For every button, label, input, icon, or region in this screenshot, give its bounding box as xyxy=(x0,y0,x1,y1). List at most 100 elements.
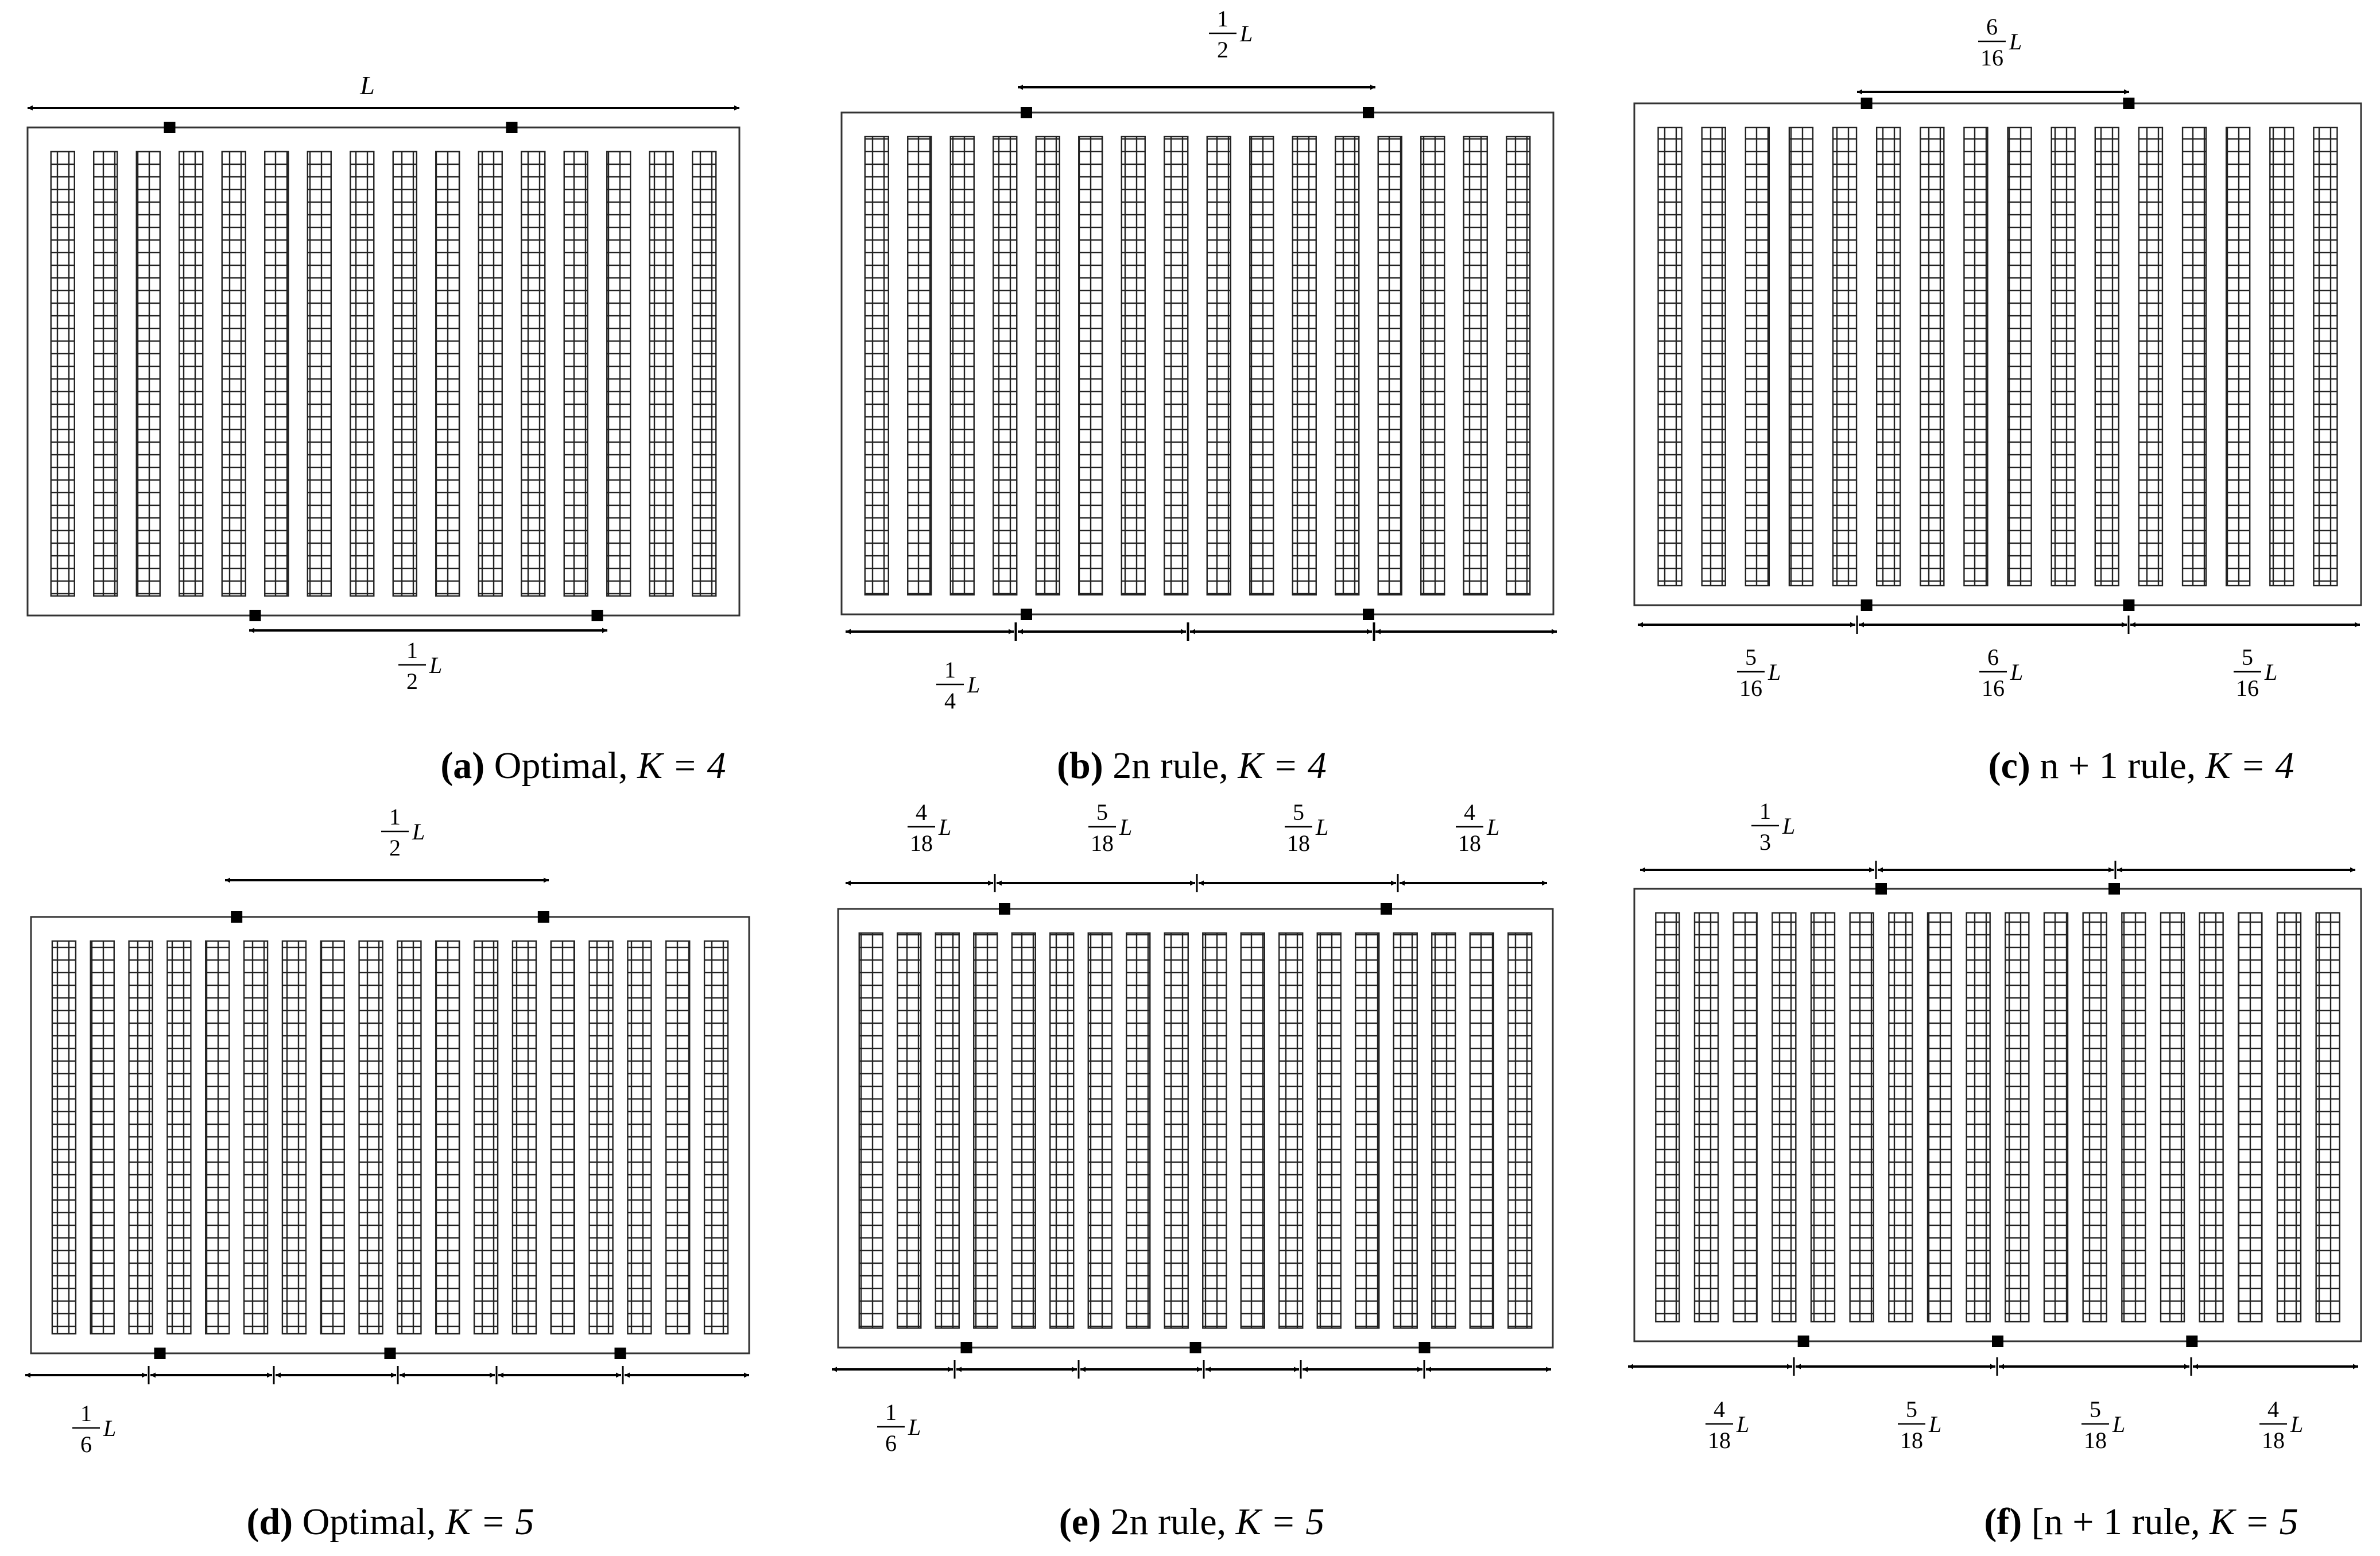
storage-rack xyxy=(2238,912,2263,1323)
depot-marker xyxy=(2123,599,2135,611)
storage-rack xyxy=(350,150,375,597)
storage-rack xyxy=(1788,126,1814,587)
fraction-numerator: 4 xyxy=(1714,1396,1725,1422)
depot-marker xyxy=(1381,903,1392,915)
fraction-numerator: 1 xyxy=(1217,6,1228,32)
depot-marker xyxy=(614,1348,626,1359)
length-symbol: L xyxy=(2264,659,2277,685)
storage-rack xyxy=(2269,126,2294,587)
length-symbol: L xyxy=(1928,1411,1941,1437)
fraction-numerator: 1 xyxy=(389,804,401,830)
caption-letter: (f) xyxy=(1984,1501,2022,1543)
storage-rack xyxy=(2094,126,2120,587)
storage-rack xyxy=(627,940,652,1335)
length-symbol: L xyxy=(938,814,951,840)
storage-rack xyxy=(1966,912,1991,1323)
fraction-numerator: 5 xyxy=(1096,799,1108,825)
fraction-label: 5 18L xyxy=(1088,799,1132,856)
storage-rack xyxy=(93,150,118,597)
caption-text: 2n rule, xyxy=(1103,745,1238,787)
fraction-label: 1 2L xyxy=(1209,6,1253,63)
length-symbol: L xyxy=(1486,814,1499,840)
fraction-label: 5 18L xyxy=(1898,1396,1941,1453)
storage-rack xyxy=(307,150,332,597)
fraction-denominator: 3 xyxy=(1759,829,1771,855)
storage-rack xyxy=(588,940,614,1335)
storage-rack xyxy=(90,940,115,1335)
fraction-label: 5 18L xyxy=(2081,1396,2125,1453)
storage-rack xyxy=(511,940,537,1335)
fraction-numerator: 1 xyxy=(80,1400,92,1426)
storage-rack xyxy=(563,150,588,597)
storage-rack xyxy=(1126,932,1151,1329)
fraction-denominator: 6 xyxy=(885,1430,897,1456)
storage-rack xyxy=(473,940,499,1335)
caption-k-equation: K = 4 xyxy=(2205,745,2294,787)
storage-rack xyxy=(1506,136,1531,596)
length-symbol: L xyxy=(103,1415,116,1441)
depot-marker xyxy=(537,911,549,923)
storage-rack xyxy=(1377,136,1402,596)
storage-rack xyxy=(1927,912,1952,1323)
fraction-label: 1 4L xyxy=(936,657,980,714)
panel-b: 12L 14L (b) 2n rule, K = 4 xyxy=(840,6,1557,787)
storage-rack xyxy=(1316,932,1342,1329)
storage-rack xyxy=(1888,912,1913,1323)
length-symbol: L xyxy=(2290,1411,2303,1437)
storage-rack xyxy=(392,150,417,597)
storage-rack xyxy=(1701,126,1726,587)
fraction-label: 5 16L xyxy=(1737,644,1781,701)
caption-letter: (b) xyxy=(1057,745,1103,787)
fraction-denominator: 18 xyxy=(1287,830,1310,856)
fraction-numerator: 6 xyxy=(1987,644,1999,670)
fraction-numerator: 4 xyxy=(916,799,927,825)
storage-rack xyxy=(1431,932,1456,1329)
storage-rack xyxy=(935,932,960,1329)
length-symbol: L xyxy=(908,1414,921,1440)
storage-rack xyxy=(2043,912,2069,1323)
panel-caption: (d) Optimal, K = 5 xyxy=(246,1501,534,1543)
storage-rack xyxy=(703,940,729,1335)
length-symbol: L xyxy=(1119,814,1132,840)
fraction-numerator: 5 xyxy=(1906,1396,1917,1422)
depot-marker xyxy=(1363,609,1374,620)
storage-rack xyxy=(2225,126,2251,587)
length-symbol: L xyxy=(359,71,375,100)
storage-rack xyxy=(1920,126,1945,587)
length-symbol: L xyxy=(1736,1411,1749,1437)
depot-marker xyxy=(1021,107,1032,118)
storage-rack xyxy=(243,940,269,1335)
caption-k-equation: K = 5 xyxy=(1235,1501,1325,1543)
fraction-denominator: 4 xyxy=(944,688,956,714)
storage-rack xyxy=(550,940,575,1335)
fraction-label: 4 18L xyxy=(908,799,951,856)
length-symbol: L xyxy=(2009,29,2022,55)
storage-rack xyxy=(993,136,1018,596)
storage-rack xyxy=(2082,912,2107,1323)
depot-marker xyxy=(231,911,243,923)
depot-marker xyxy=(999,903,1010,915)
fraction-label: 6 16L xyxy=(1979,644,2023,701)
depot-marker xyxy=(1418,1342,1431,1353)
depot-marker xyxy=(164,122,176,133)
panel-caption: (e) 2n rule, K = 5 xyxy=(1059,1501,1324,1543)
storage-rack xyxy=(1011,932,1036,1329)
fraction-label: 1 2L xyxy=(381,804,425,861)
storage-rack xyxy=(864,136,889,596)
storage-rack xyxy=(1078,136,1103,596)
length-symbol: L xyxy=(429,652,442,678)
depot-marker xyxy=(1363,107,1374,118)
storage-rack xyxy=(606,150,631,597)
storage-rack xyxy=(1292,136,1317,596)
panel-caption: (b) 2n rule, K = 4 xyxy=(1057,745,1327,787)
storage-rack xyxy=(858,932,883,1329)
fraction-denominator: 18 xyxy=(1708,1427,1731,1453)
storage-rack xyxy=(1206,136,1231,596)
caption-text: Optimal, xyxy=(484,745,637,787)
warehouse-outline xyxy=(1633,102,2362,606)
fraction-denominator: 18 xyxy=(1458,830,1481,856)
storage-rack xyxy=(665,940,691,1335)
fraction-numerator: 5 xyxy=(2090,1396,2101,1422)
